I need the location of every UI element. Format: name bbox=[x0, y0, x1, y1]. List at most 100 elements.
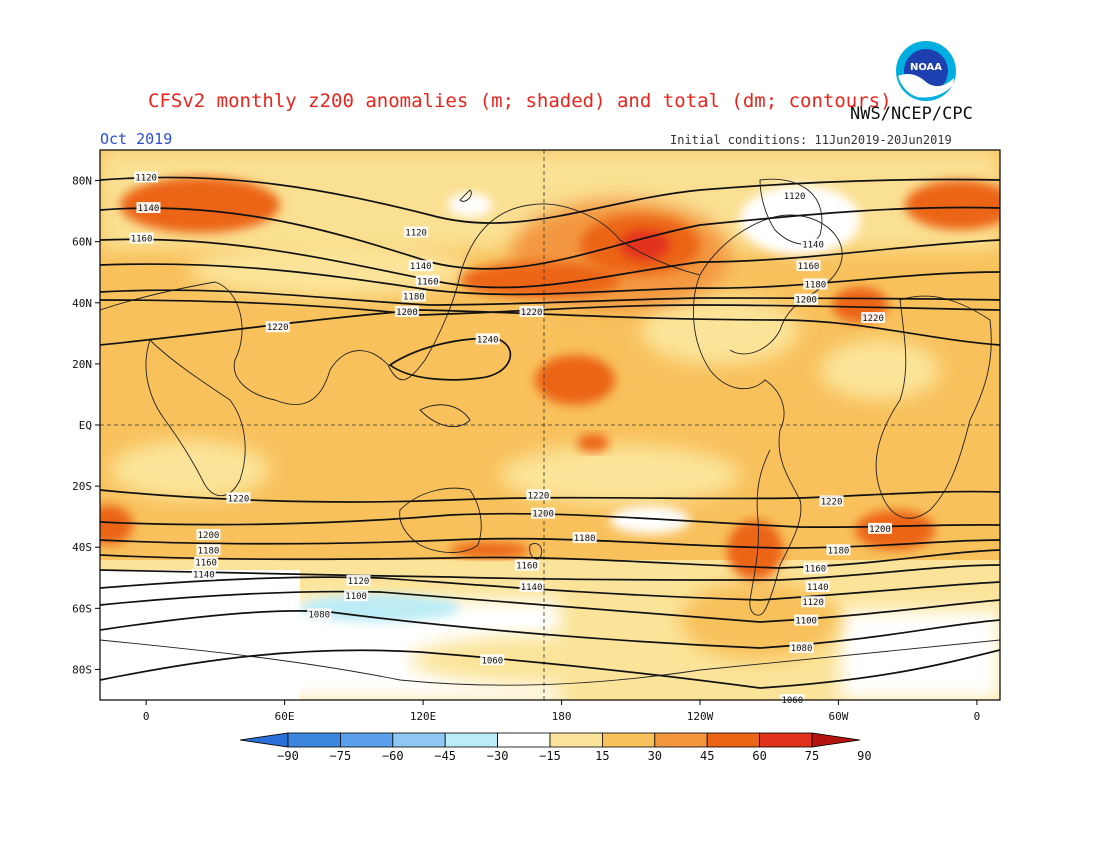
contour-label-bg bbox=[531, 507, 556, 519]
contour-label-bg bbox=[519, 580, 544, 592]
contour-label-bg bbox=[265, 321, 290, 333]
contour-label-text: 1220 bbox=[228, 494, 250, 504]
contour-label-text: 1180 bbox=[403, 293, 425, 303]
lat-label: 40N bbox=[72, 297, 92, 310]
contour-label-text: 1160 bbox=[516, 562, 538, 572]
contour-labels: 1120114011601120114011601180120012201220… bbox=[129, 171, 892, 706]
contour-label-text: 1080 bbox=[791, 644, 813, 654]
contour-label-text: 1120 bbox=[802, 598, 824, 608]
contour-label-bg bbox=[803, 562, 828, 574]
contour-label-text: 1140 bbox=[807, 583, 829, 593]
contour-label-bg bbox=[307, 608, 332, 620]
contour-label-text: 1140 bbox=[521, 583, 543, 593]
contour-label-bg bbox=[526, 489, 551, 501]
contour-label-bg bbox=[572, 532, 597, 544]
contour-label: 1180 bbox=[803, 278, 828, 290]
contour-label-text: 1160 bbox=[798, 262, 820, 272]
contour-label: 1180 bbox=[196, 544, 221, 556]
contour-label: 1060 bbox=[480, 654, 505, 666]
colorbar-label: 60 bbox=[752, 749, 766, 763]
contour-label-bg bbox=[801, 596, 826, 608]
contour-label-text: 1200 bbox=[198, 531, 220, 541]
lat-label: 80S bbox=[72, 663, 92, 676]
contour-label-text: 1200 bbox=[396, 308, 418, 318]
contour-label-text: 1140 bbox=[193, 571, 215, 581]
lon-label: 0 bbox=[974, 710, 981, 723]
contour-label: 1180 bbox=[826, 544, 851, 556]
lat-label: 20S bbox=[72, 480, 92, 493]
contour-label-text: 1140 bbox=[802, 241, 824, 251]
contour-label-bg bbox=[394, 305, 419, 317]
svg-text:NOAA: NOAA bbox=[910, 62, 942, 73]
contour-label-text: 1220 bbox=[267, 323, 289, 333]
noaa-logo: NOAA bbox=[896, 41, 956, 101]
colorbar-label: 15 bbox=[595, 749, 609, 763]
contour-label-text: 1180 bbox=[805, 280, 827, 290]
colorbar-segment bbox=[602, 732, 656, 748]
colorbar-label: −90 bbox=[277, 749, 299, 763]
contour-label: 1220 bbox=[861, 312, 886, 324]
contour-label-text: 1220 bbox=[521, 308, 543, 318]
contour-label: 1140 bbox=[519, 580, 544, 593]
contour-label: 1200 bbox=[531, 507, 556, 520]
contour-label-bg bbox=[480, 654, 505, 666]
contour-label: 1140 bbox=[408, 260, 433, 272]
contour-label-bg bbox=[789, 642, 814, 654]
latitude-axis: 80N 60N 40N 20N EQ 20S 40S 60S 80S bbox=[72, 175, 100, 676]
initial-conditions: Initial conditions: 11Jun2019-20Jun2019 bbox=[670, 133, 952, 147]
contour-label-bg bbox=[826, 544, 851, 556]
contour-label: 1160 bbox=[796, 260, 821, 272]
colorbar-arrow-high bbox=[811, 732, 861, 748]
colorbar-label: −15 bbox=[539, 749, 561, 763]
contour-label-text: 1160 bbox=[131, 235, 153, 245]
contour-label-bg bbox=[401, 290, 426, 302]
contour-label: 1100 bbox=[794, 614, 819, 627]
lat-label: EQ bbox=[79, 419, 92, 432]
contour-label-text: 1240 bbox=[477, 335, 499, 345]
contour-label-bg bbox=[194, 556, 219, 568]
contour-label: 1200 bbox=[196, 529, 221, 541]
contour-label-bg bbox=[191, 568, 216, 580]
contour-label: 1120 bbox=[346, 574, 371, 587]
contour-label: 1140 bbox=[801, 238, 826, 251]
contour-label-text: 1220 bbox=[821, 497, 843, 507]
contour-label: 1200 bbox=[394, 305, 419, 318]
colorbar-label: 45 bbox=[700, 749, 714, 763]
contour-label-bg bbox=[196, 529, 221, 540]
height-contours bbox=[100, 176, 1000, 689]
contour-label: 1220 bbox=[519, 305, 544, 318]
contour-label-text: 1100 bbox=[345, 592, 367, 602]
contour-label-bg bbox=[404, 226, 429, 238]
contour-label: 1160 bbox=[194, 556, 219, 569]
colorbar-segment bbox=[706, 732, 761, 748]
contour-label-bg bbox=[226, 492, 251, 504]
contour-label-bg bbox=[415, 275, 440, 287]
contour-label-bg bbox=[346, 574, 371, 586]
contour-label-text: 1060 bbox=[481, 656, 503, 666]
contour-label-text: 1200 bbox=[869, 525, 891, 535]
lon-label: 60E bbox=[275, 710, 295, 723]
contour-label: 1160 bbox=[415, 275, 440, 287]
contour-label-text: 1220 bbox=[862, 314, 884, 324]
colorbar-segment bbox=[497, 732, 551, 748]
contour-label-text: 1120 bbox=[405, 229, 427, 239]
colorbar-segment bbox=[392, 732, 446, 748]
colorbar-label: −60 bbox=[382, 749, 404, 763]
colorbar-segment bbox=[339, 732, 394, 748]
contour-label-bg bbox=[136, 202, 161, 214]
contour-label-bg bbox=[475, 333, 500, 345]
contour-label: 1160 bbox=[129, 232, 154, 245]
lon-label: 120E bbox=[410, 710, 437, 723]
contour-label-bg bbox=[196, 544, 221, 556]
contour-label: 1140 bbox=[191, 568, 216, 581]
contour-label-bg bbox=[129, 232, 154, 244]
lat-label: 60N bbox=[72, 236, 92, 249]
contour-label: 1100 bbox=[344, 590, 369, 602]
contour-label-text: 1120 bbox=[348, 577, 370, 587]
contour-label-text: 1180 bbox=[574, 534, 596, 544]
contour-label-bg bbox=[794, 293, 819, 305]
contour-label: 1220 bbox=[526, 489, 551, 501]
contour-label-text: 1140 bbox=[410, 262, 432, 272]
contour-label: 1120 bbox=[404, 226, 429, 239]
contour-label-bg bbox=[344, 590, 369, 602]
